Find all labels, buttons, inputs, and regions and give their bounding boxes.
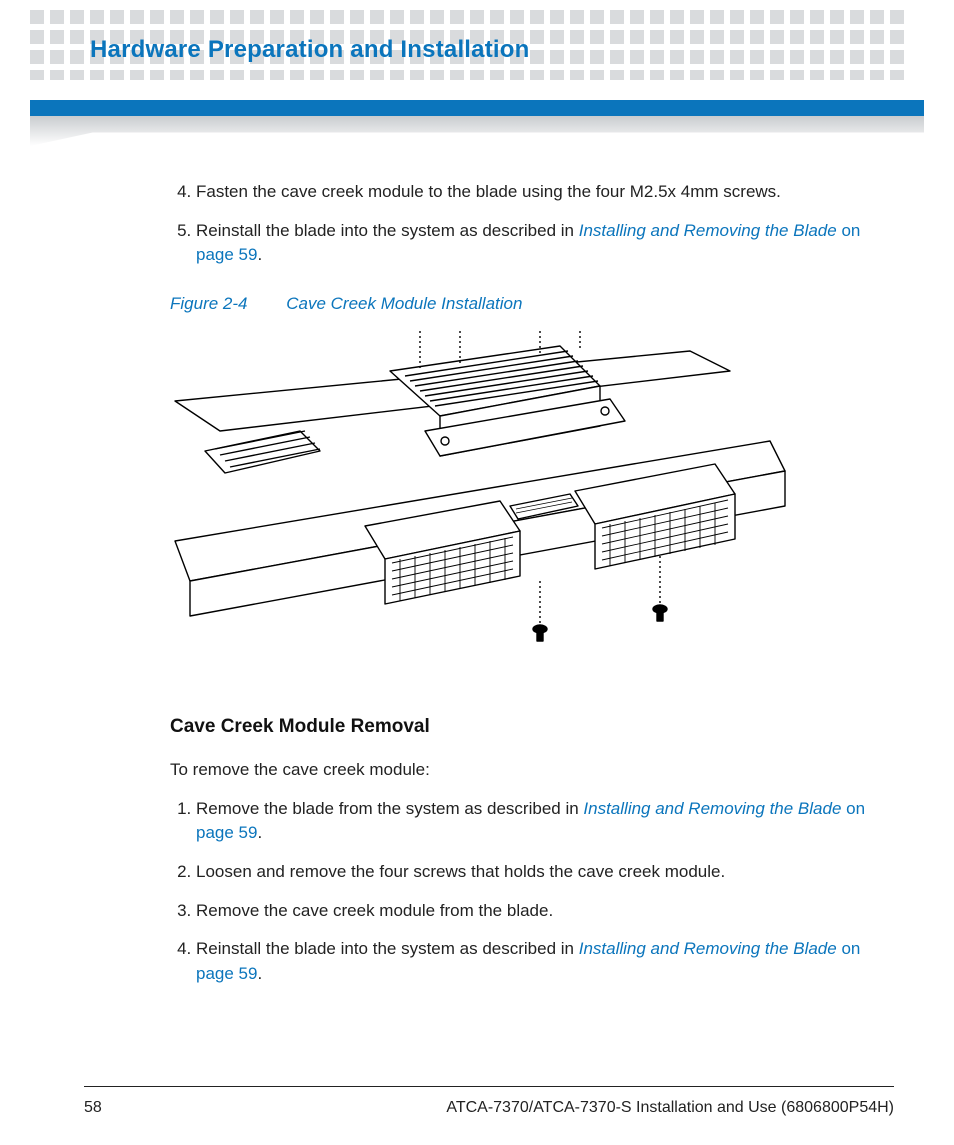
removal-steps-list: Remove the blade from the system as desc… <box>170 797 894 987</box>
removal-step-3: Remove the cave creek module from the bl… <box>196 899 894 924</box>
footer: 58 ATCA-7370/ATCA-7370-S Installation an… <box>84 1099 894 1117</box>
install-step-5: Reinstall the blade into the system as d… <box>196 219 894 268</box>
link-installing-removing-blade[interactable]: Installing and Removing the Blade <box>579 939 837 958</box>
removal-heading: Cave Creek Module Removal <box>170 713 894 741</box>
removal-step-4: Reinstall the blade into the system as d… <box>196 937 894 986</box>
step-text: Remove the cave creek module from the bl… <box>196 901 553 920</box>
footer-rule <box>84 1086 894 1087</box>
removal-step-2: Loosen and remove the four screws that h… <box>196 860 894 885</box>
step-prefix: Reinstall the blade into the system as d… <box>196 939 579 958</box>
install-steps-list: Fasten the cave creek module to the blad… <box>170 180 894 268</box>
content-area: Fasten the cave creek module to the blad… <box>170 180 894 1001</box>
link-installing-removing-blade[interactable]: Installing and Removing the Blade <box>579 221 837 240</box>
step-prefix: Remove the blade from the system as desc… <box>196 799 583 818</box>
figure-title: Cave Creek Module Installation <box>286 294 522 313</box>
install-step-4: Fasten the cave creek module to the blad… <box>196 180 894 205</box>
page-number: 58 <box>84 1099 102 1117</box>
page: Hardware Preparation and Installation Fa… <box>0 0 954 1145</box>
step-text: Fasten the cave creek module to the blad… <box>196 182 781 201</box>
removal-step-1: Remove the blade from the system as desc… <box>196 797 894 846</box>
step-text: Loosen and remove the four screws that h… <box>196 862 725 881</box>
figure-label: Figure 2-4 <box>170 294 247 313</box>
link-installing-removing-blade[interactable]: Installing and Removing the Blade <box>583 799 841 818</box>
doc-title: ATCA-7370/ATCA-7370-S Installation and U… <box>446 1099 894 1117</box>
step-prefix: Reinstall the blade into the system as d… <box>196 221 579 240</box>
step-trailing: . <box>257 964 262 983</box>
header-shadow <box>30 116 924 146</box>
hardware-illustration <box>170 331 790 681</box>
step-trailing: . <box>257 823 262 842</box>
step-trailing: . <box>257 245 262 264</box>
removal-intro: To remove the cave creek module: <box>170 758 894 783</box>
section-title: Hardware Preparation and Installation <box>84 36 536 64</box>
header-blue-bar <box>30 100 924 116</box>
figure-diagram <box>170 331 790 681</box>
figure-caption: Figure 2-4 Cave Creek Module Installatio… <box>170 292 894 317</box>
